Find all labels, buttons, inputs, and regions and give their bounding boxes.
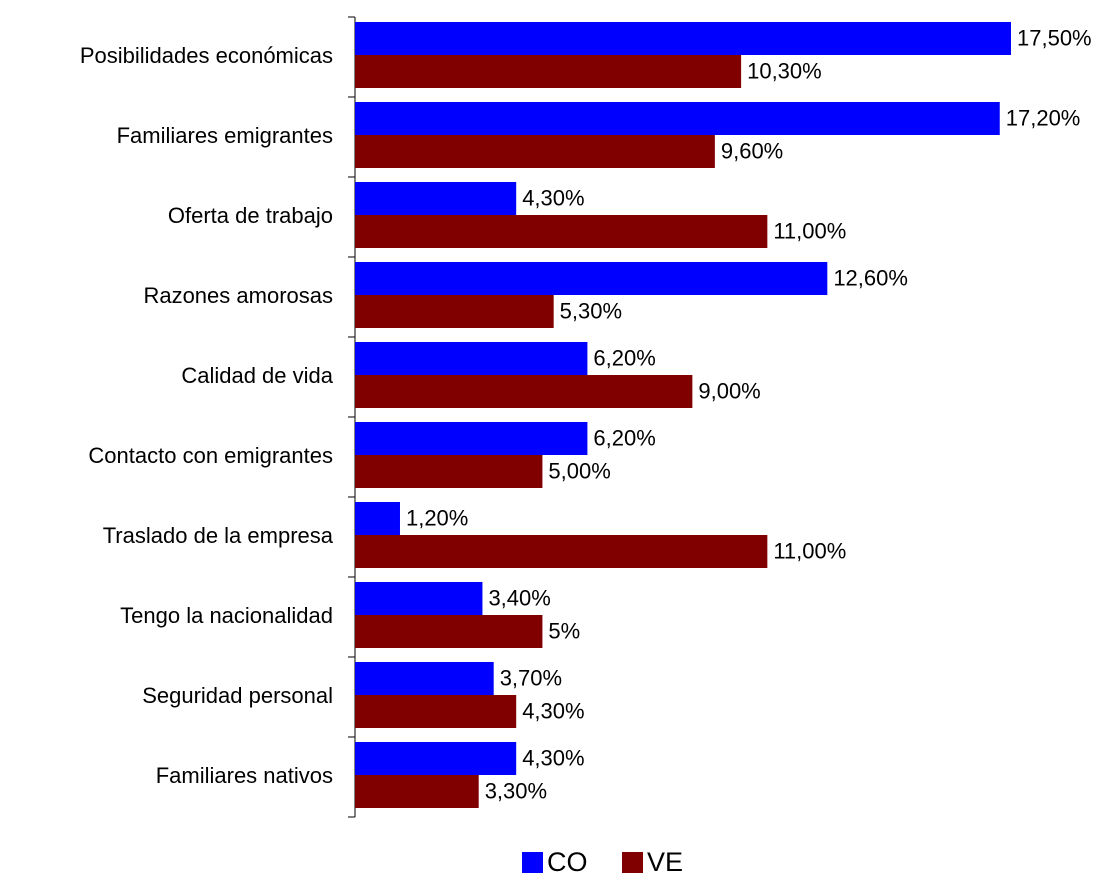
category-label: Contacto con emigrantes: [88, 443, 333, 468]
value-label: 3,40%: [488, 585, 550, 610]
category-label: Calidad de vida: [181, 363, 333, 388]
value-label: 9,60%: [721, 138, 783, 163]
bar: [355, 455, 543, 488]
bar: [355, 615, 543, 648]
bar: [355, 375, 693, 408]
bar: [355, 662, 494, 695]
value-label: 5,00%: [548, 458, 610, 483]
bar: [355, 215, 768, 248]
value-label: 5%: [548, 618, 580, 643]
legend-label: VE: [647, 847, 683, 877]
value-label: 17,20%: [1006, 105, 1081, 130]
value-label: 12,60%: [833, 265, 908, 290]
value-label: 11,00%: [773, 538, 846, 563]
bar: [355, 535, 768, 568]
bar: [355, 262, 828, 295]
bar: [355, 135, 715, 168]
bar: [355, 502, 400, 535]
category-label: Razones amorosas: [143, 283, 333, 308]
category-label: Familiares nativos: [156, 763, 333, 788]
category-label: Traslado de la empresa: [103, 523, 334, 548]
value-label: 3,70%: [500, 665, 562, 690]
bar: [355, 102, 1000, 135]
bar: [355, 742, 517, 775]
value-label: 4,30%: [522, 745, 584, 770]
value-label: 5,30%: [560, 298, 622, 323]
value-label: 6,20%: [593, 345, 655, 370]
value-label: 4,30%: [522, 698, 584, 723]
value-label: 1,20%: [406, 505, 468, 530]
category-label: Oferta de trabajo: [168, 203, 333, 228]
bar: [355, 342, 588, 375]
value-label: 9,00%: [698, 378, 760, 403]
value-label: 11,00%: [773, 218, 846, 243]
bar: [355, 582, 483, 615]
category-label: Posibilidades económicas: [80, 43, 333, 68]
bar: [355, 775, 479, 808]
category-label: Familiares emigrantes: [117, 123, 333, 148]
legend-label: CO: [547, 847, 588, 877]
legend-swatch: [622, 852, 643, 873]
bar: [355, 22, 1011, 55]
category-label: Seguridad personal: [142, 683, 333, 708]
bar: [355, 55, 742, 88]
bar: [355, 182, 517, 215]
value-label: 4,30%: [522, 185, 584, 210]
legend-swatch: [522, 852, 543, 873]
value-label: 17,50%: [1017, 25, 1092, 50]
bar: [355, 295, 554, 328]
value-label: 3,30%: [485, 778, 547, 803]
value-label: 6,20%: [593, 425, 655, 450]
category-label: Tengo la nacionalidad: [120, 603, 333, 628]
bar: [355, 695, 517, 728]
value-label: 10,30%: [747, 58, 822, 83]
bar: [355, 422, 588, 455]
